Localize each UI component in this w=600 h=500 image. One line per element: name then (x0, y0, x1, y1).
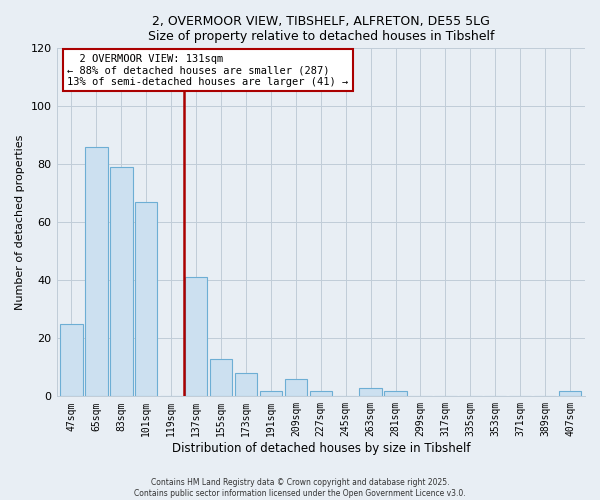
Bar (85, 147, 107, 396)
Bar (110, 167, 133, 396)
Bar (60, 324, 83, 396)
Title: 2, OVERMOOR VIEW, TIBSHELF, ALFRETON, DE55 5LG
Size of property relative to deta: 2, OVERMOOR VIEW, TIBSHELF, ALFRETON, DE… (148, 15, 494, 43)
Y-axis label: Number of detached properties: Number of detached properties (15, 134, 25, 310)
Bar (284, 379, 307, 396)
Bar (185, 278, 208, 396)
Bar (260, 390, 282, 396)
Bar (135, 202, 157, 396)
Bar (210, 358, 232, 397)
Bar (559, 390, 581, 396)
Text: Contains HM Land Registry data © Crown copyright and database right 2025.
Contai: Contains HM Land Registry data © Crown c… (134, 478, 466, 498)
Bar (385, 390, 407, 396)
X-axis label: Distribution of detached houses by size in Tibshelf: Distribution of detached houses by size … (172, 442, 470, 455)
Text: 2 OVERMOOR VIEW: 131sqm
← 88% of detached houses are smaller (287)
13% of semi-d: 2 OVERMOOR VIEW: 131sqm ← 88% of detache… (67, 54, 349, 87)
Bar (359, 388, 382, 396)
Bar (310, 390, 332, 396)
Bar (235, 373, 257, 396)
